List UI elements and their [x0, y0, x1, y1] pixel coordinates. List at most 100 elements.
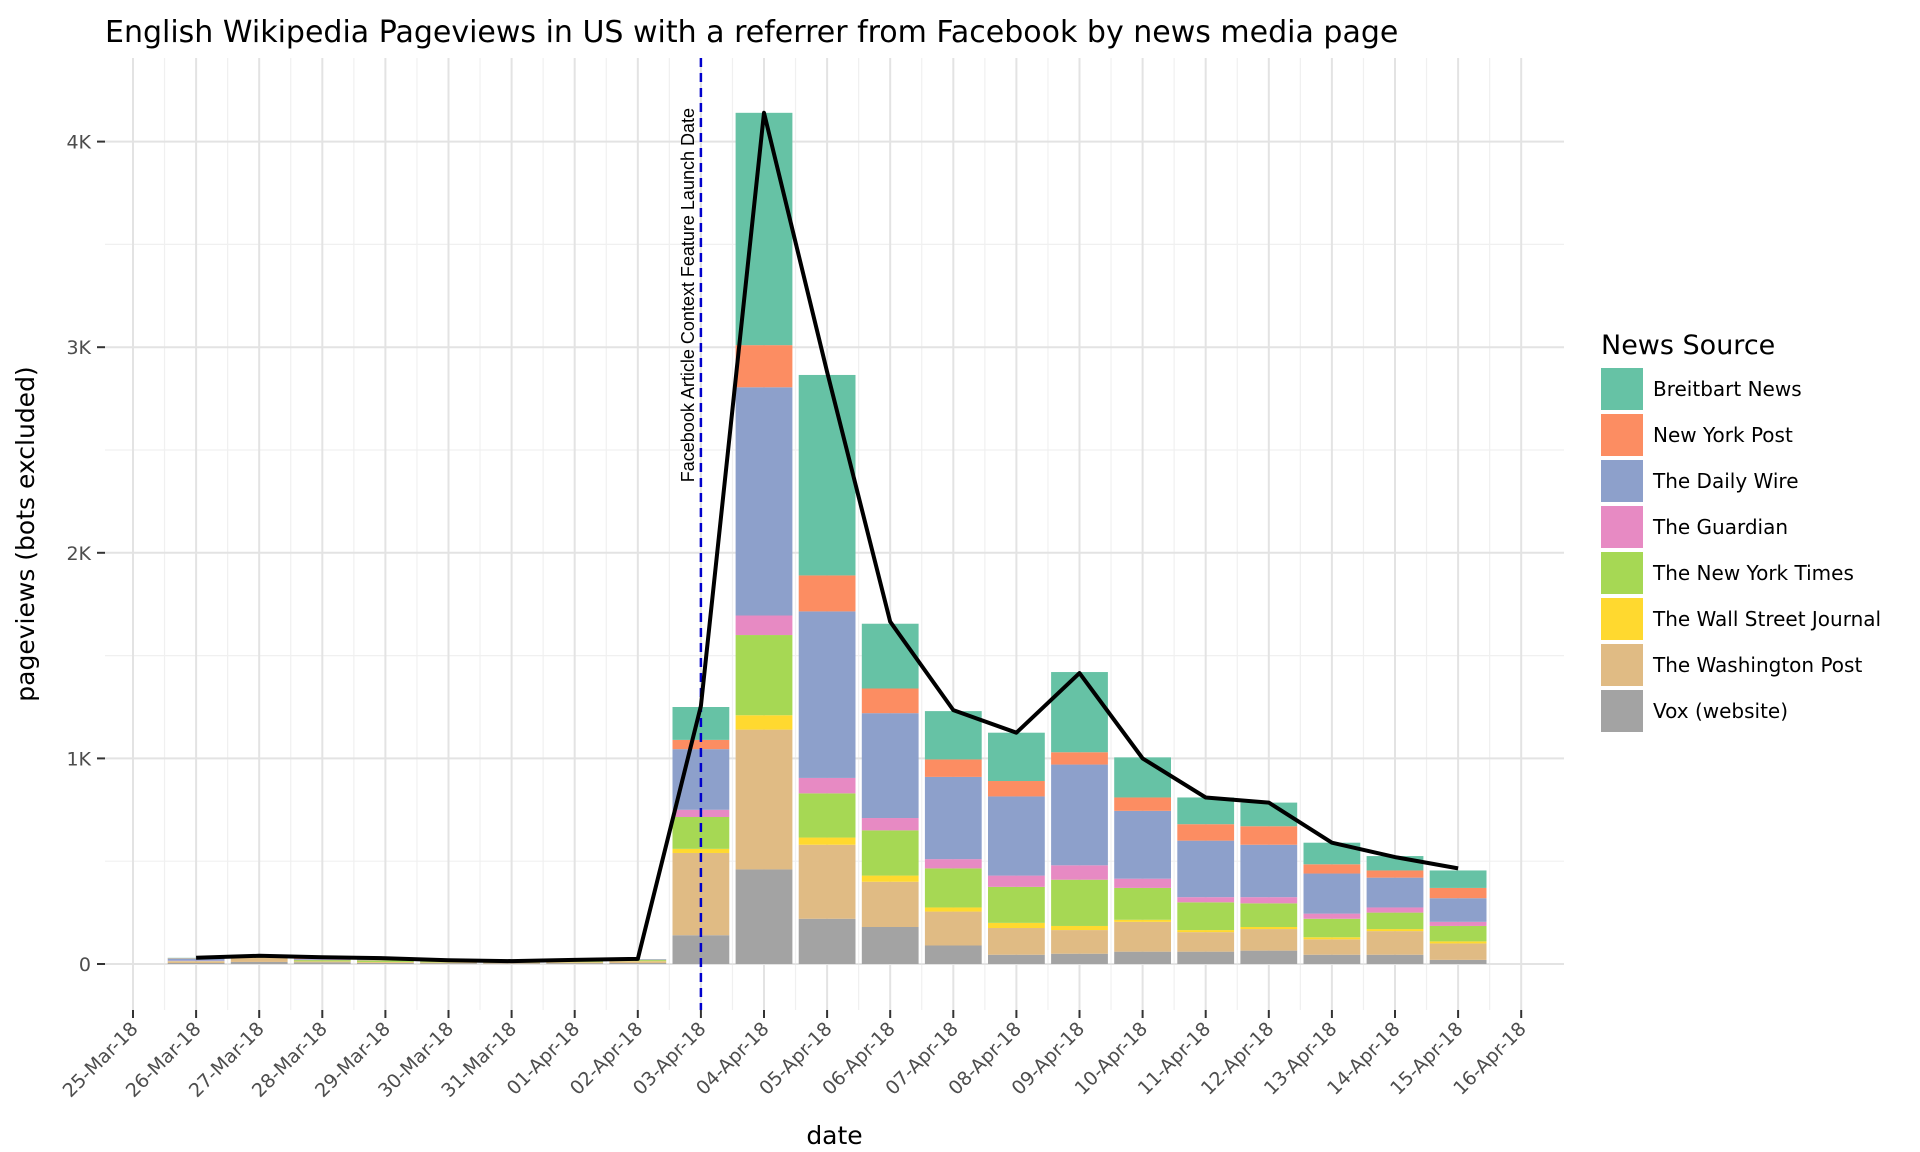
bar-segment [798, 837, 856, 845]
bar-segment [167, 961, 225, 963]
annotation-layer: Facebook Article Context Feature Launch … [678, 58, 703, 1010]
bar-segment [1114, 797, 1171, 811]
bar-segment [1177, 824, 1235, 841]
bar-segment [798, 918, 856, 964]
y-tick-label: 4K [66, 132, 91, 154]
bar-segment [1114, 919, 1171, 922]
bar-segment [1240, 844, 1298, 898]
bar-segment [293, 962, 351, 964]
bar-segment [167, 962, 225, 964]
bar-segment [357, 962, 414, 963]
legend-label: The Washington Post [1652, 653, 1862, 677]
bar-segment [1366, 912, 1424, 930]
bar-segment [1366, 929, 1424, 932]
bar-segment [1240, 950, 1298, 964]
bar-segment [861, 881, 919, 927]
legend-label: New York Post [1653, 423, 1793, 447]
bar-segment [924, 907, 982, 912]
bar-segment [988, 928, 1045, 955]
bar-segment [1051, 865, 1108, 880]
bar-segment [420, 963, 477, 964]
legend-label: The Daily Wire [1652, 469, 1799, 493]
bar-segment [1051, 930, 1108, 954]
bar-segment [924, 711, 982, 760]
bar-segment [1177, 932, 1235, 952]
bar-segment [988, 796, 1045, 876]
bar-segment [861, 875, 919, 882]
legend-label: The Wall Street Journal [1652, 607, 1881, 631]
bar-segment [293, 961, 351, 963]
bar-segment [735, 869, 793, 964]
bar-segment [924, 859, 982, 869]
bar-segment [798, 575, 856, 612]
bar-segment [1051, 672, 1108, 753]
bar-layer [167, 112, 1487, 964]
bar-segment [293, 960, 351, 962]
bar-segment [861, 623, 919, 689]
bar-segment [1429, 898, 1487, 922]
bar-segment [1303, 918, 1361, 938]
bar-segment [861, 688, 919, 714]
total-line-layer [196, 110, 1459, 964]
legend-label: Vox (website) [1653, 699, 1788, 723]
legend-label: Breitbart News [1653, 377, 1802, 401]
bar-segment [988, 781, 1045, 797]
bar-segment [1429, 941, 1487, 944]
bar-segment [167, 958, 225, 961]
bar-segment [609, 962, 667, 964]
y-tick-label: 2K [66, 543, 91, 565]
bar-segment [1051, 925, 1108, 931]
y-tick-label: 1K [66, 748, 91, 770]
legend-label: The Guardian [1652, 515, 1788, 539]
bar-segment [798, 844, 856, 919]
bar-segment [1177, 951, 1235, 964]
bar-segment [1240, 802, 1298, 827]
bar-segment [672, 848, 730, 853]
bar-segment [546, 962, 604, 964]
bar-segment [293, 958, 351, 960]
legend-swatch [1601, 598, 1643, 640]
bar-segment [1303, 937, 1361, 940]
legend-swatch [1601, 552, 1643, 594]
bar-segment [357, 960, 414, 962]
bar-segment [1303, 842, 1361, 865]
bar-segment [1177, 897, 1235, 903]
bar-segment [988, 886, 1045, 923]
legend: News Source Breitbart News New York Post Th… [1601, 330, 1881, 732]
bar-segment [483, 963, 540, 964]
bar-segment [924, 911, 982, 946]
bar-segment [924, 759, 982, 777]
bar-segment [1240, 903, 1298, 927]
bar-segment [735, 615, 793, 636]
bar-segment [1177, 930, 1235, 933]
legend-swatch [1601, 414, 1643, 456]
bar-segment [1114, 951, 1171, 964]
bar-segment [1366, 877, 1424, 908]
bar-segment [798, 611, 856, 778]
total-line [196, 110, 1459, 964]
bar-segment [735, 635, 793, 716]
bar-segment [988, 875, 1045, 887]
x-axis-title: date [806, 1121, 862, 1150]
bar-segment [798, 793, 856, 838]
bar-segment [735, 729, 793, 870]
bar-segment [357, 962, 414, 964]
bar-segment [1429, 925, 1487, 942]
bar-segment [672, 739, 730, 750]
bar-segment [735, 387, 793, 616]
bar-segment [609, 961, 667, 963]
legend-swatch [1601, 644, 1643, 686]
bar-segment [1303, 954, 1361, 964]
bar-segment [988, 954, 1045, 964]
bar-segment [1429, 921, 1487, 926]
bar-segment [1429, 943, 1487, 960]
bar-segment [1429, 887, 1487, 899]
legend-label: The New York Times [1652, 561, 1854, 585]
bar-segment [1366, 907, 1424, 913]
bar-segment [1303, 939, 1361, 955]
bar-segment [735, 345, 793, 388]
bar-segment [420, 962, 477, 964]
bar-segment [798, 374, 856, 576]
bar-segment [1366, 954, 1424, 964]
